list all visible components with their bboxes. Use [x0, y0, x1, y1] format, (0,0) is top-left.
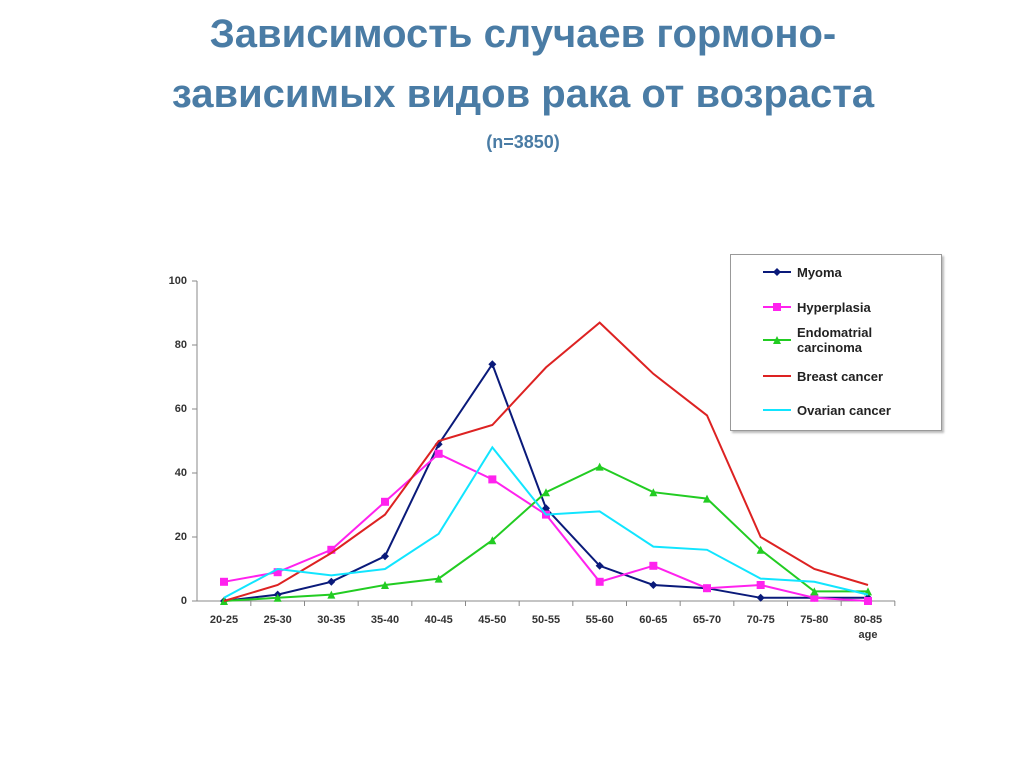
legend-label: Ovarian cancer: [797, 402, 891, 418]
legend-marker: [773, 268, 781, 276]
marker: [595, 561, 604, 570]
x-tick-label: 80-85: [854, 614, 882, 626]
y-tick-label: 80: [175, 339, 187, 351]
marker: [703, 494, 711, 503]
legend-marker: [773, 303, 781, 311]
marker: [864, 597, 872, 605]
series-line: [223, 465, 868, 602]
x-tick-label: 35-40: [371, 614, 399, 626]
marker: [542, 504, 550, 513]
marker: [381, 497, 389, 506]
chart-subtitle: (n=3850): [486, 132, 560, 152]
marker: [488, 536, 497, 545]
chart-title: Зависимость случаев гормоно-: [209, 12, 837, 56]
x-tick-label: 30-35: [317, 614, 345, 626]
marker: [220, 577, 228, 586]
marker: [327, 590, 336, 599]
marker: [381, 581, 389, 589]
legend-label: Breast cancer: [797, 368, 883, 384]
marker: [434, 449, 443, 458]
marker: [649, 581, 658, 589]
marker: [327, 545, 336, 554]
marker: [488, 360, 497, 369]
legend-samples: [763, 268, 791, 411]
y-tick-label: 20: [175, 531, 187, 543]
chart-title: зависимых видов рака от возраста: [171, 72, 875, 116]
legend-label: Endomatrial carcinoma: [797, 325, 873, 355]
marker: [327, 577, 336, 586]
marker: [703, 584, 711, 593]
marker: [488, 475, 497, 484]
marker: [595, 462, 604, 471]
x-tick-label: 60-65: [639, 614, 667, 626]
marker: [756, 581, 765, 589]
x-tick-label: 20-25: [210, 614, 238, 626]
marker: [434, 574, 443, 583]
legend: Myoma Hyperplasia Endomatrial carcinoma Bre…: [730, 254, 942, 431]
marker: [810, 593, 819, 602]
x-tick-label: 25-30: [264, 614, 292, 626]
legend-marker: [773, 336, 781, 344]
marker: [810, 587, 819, 596]
marker: [595, 577, 604, 586]
x-tick-label: 40-45: [425, 614, 453, 626]
legend-label: Myoma: [797, 264, 842, 280]
x-tick-label: 50-55: [532, 614, 560, 626]
x-tick-label: 45-50: [478, 614, 506, 626]
x-tick-label: 70-75: [747, 614, 775, 626]
x-tick-label: 75-80: [800, 614, 828, 626]
legend-label: Hyperplasia: [797, 299, 871, 315]
marker: [649, 561, 658, 570]
x-tick-label: 65-70: [693, 614, 721, 626]
marker: [381, 552, 389, 561]
y-tick-label: 60: [175, 403, 187, 415]
marker: [756, 545, 765, 554]
x-tick-label: 55-60: [586, 614, 614, 626]
y-tick-label: 40: [175, 467, 187, 479]
y-tick-label: 100: [169, 275, 187, 287]
y-tick-label: 0: [181, 595, 187, 607]
marker: [273, 568, 282, 577]
x-axis-label: age: [859, 629, 878, 641]
marker: [649, 488, 658, 497]
marker: [756, 593, 765, 602]
marker: [273, 593, 282, 602]
marker: [542, 488, 550, 497]
series-line: [223, 321, 869, 602]
series-line: [223, 445, 869, 599]
